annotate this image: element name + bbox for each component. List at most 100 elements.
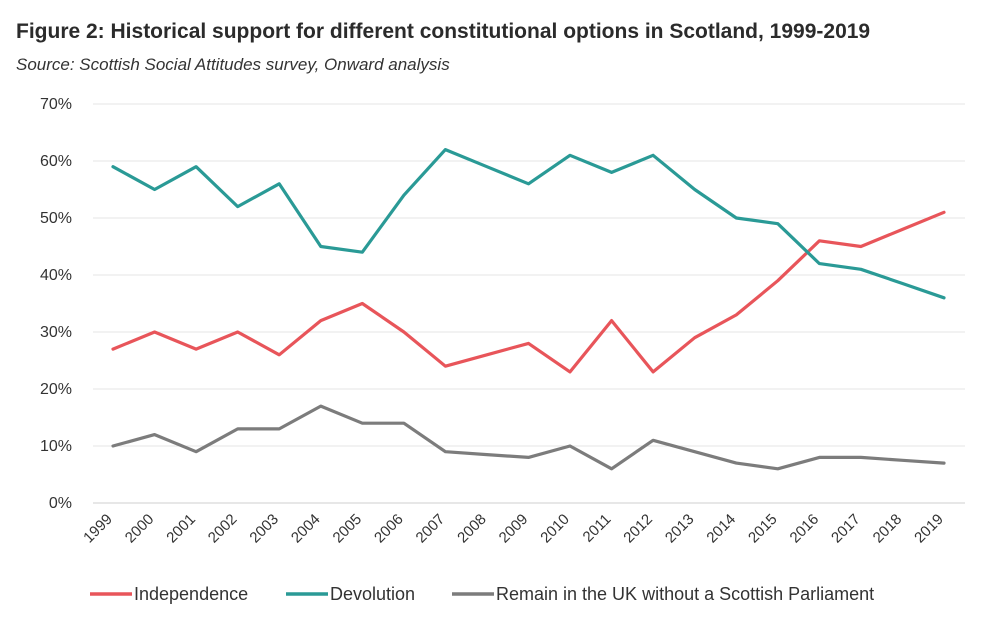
data-point bbox=[818, 239, 821, 242]
data-point bbox=[652, 370, 655, 373]
x-tick-label: 2000 bbox=[122, 511, 158, 547]
data-point bbox=[236, 427, 239, 430]
data-point bbox=[776, 279, 779, 282]
gridlines bbox=[93, 103, 965, 504]
y-tick-label: 40% bbox=[40, 267, 72, 284]
x-tick-label: 2018 bbox=[870, 511, 906, 547]
data-point bbox=[859, 456, 862, 459]
data-point bbox=[195, 348, 198, 351]
data-point bbox=[485, 453, 488, 456]
chart-title: Figure 2: Historical support for differe… bbox=[16, 20, 871, 43]
data-point bbox=[818, 456, 821, 459]
data-point bbox=[444, 450, 447, 453]
data-point bbox=[361, 251, 364, 254]
data-point bbox=[319, 319, 322, 322]
data-point bbox=[402, 194, 405, 197]
data-point bbox=[776, 467, 779, 470]
y-tick-label: 0% bbox=[49, 495, 72, 512]
series-line-1 bbox=[111, 210, 946, 374]
data-point bbox=[527, 342, 530, 345]
data-point bbox=[111, 165, 114, 168]
data-point bbox=[568, 444, 571, 447]
data-point bbox=[236, 205, 239, 208]
data-point bbox=[942, 296, 945, 299]
legend-label: Remain in the UK without a Scottish Parl… bbox=[496, 584, 874, 604]
legend-label: Devolution bbox=[330, 584, 415, 604]
x-tick-label: 2013 bbox=[662, 511, 698, 547]
data-point bbox=[278, 427, 281, 430]
series-lines bbox=[111, 148, 946, 471]
x-tick-label: 2011 bbox=[580, 511, 615, 546]
x-tick-label: 2009 bbox=[496, 511, 532, 547]
data-point bbox=[319, 405, 322, 408]
data-point bbox=[195, 450, 198, 453]
data-point bbox=[444, 365, 447, 368]
data-point bbox=[361, 302, 364, 305]
chart-source: Source: Scottish Social Attitudes survey… bbox=[16, 55, 450, 74]
y-tick-label: 20% bbox=[40, 381, 72, 398]
data-point bbox=[901, 459, 904, 462]
data-point bbox=[485, 353, 488, 356]
data-point bbox=[444, 148, 447, 151]
y-tick-label: 10% bbox=[40, 438, 72, 455]
data-point bbox=[153, 433, 156, 436]
y-tick-label: 30% bbox=[40, 324, 72, 341]
data-point bbox=[859, 268, 862, 271]
data-point bbox=[361, 422, 364, 425]
y-tick-label: 60% bbox=[40, 153, 72, 170]
x-axis-ticks: 1999 2000 2001 2002 2003 2004 2005 2006 2007 2008… bbox=[80, 511, 947, 547]
data-point bbox=[527, 182, 530, 185]
x-tick-label: 2002 bbox=[205, 511, 241, 547]
data-point bbox=[652, 439, 655, 442]
data-point bbox=[735, 216, 738, 219]
data-point bbox=[402, 422, 405, 425]
data-point bbox=[693, 188, 696, 191]
x-tick-label: 1999 bbox=[80, 511, 116, 547]
data-point bbox=[652, 154, 655, 157]
x-tick-label: 2014 bbox=[703, 511, 739, 547]
x-tick-label: 2008 bbox=[454, 511, 490, 547]
x-tick-label: 2019 bbox=[911, 511, 947, 547]
x-tick-label: 2007 bbox=[413, 511, 449, 547]
x-tick-label: 2004 bbox=[288, 511, 324, 547]
data-point bbox=[735, 462, 738, 465]
data-point bbox=[402, 330, 405, 333]
data-point bbox=[942, 211, 945, 214]
legend: Independence Devolution Remain in the UK w… bbox=[90, 584, 874, 604]
data-point bbox=[735, 313, 738, 316]
data-point bbox=[610, 319, 613, 322]
data-point bbox=[859, 245, 862, 248]
data-point bbox=[818, 262, 821, 265]
data-point bbox=[236, 330, 239, 333]
data-point bbox=[319, 245, 322, 248]
data-point bbox=[610, 171, 613, 174]
x-tick-label: 2001 bbox=[163, 511, 199, 547]
data-point bbox=[901, 228, 904, 231]
data-point bbox=[568, 370, 571, 373]
data-point bbox=[111, 348, 114, 351]
x-tick-label: 2006 bbox=[371, 511, 407, 547]
data-point bbox=[111, 444, 114, 447]
y-tick-label: 70% bbox=[40, 96, 72, 113]
x-tick-label: 2003 bbox=[246, 511, 282, 547]
data-point bbox=[568, 154, 571, 157]
x-tick-label: 2005 bbox=[330, 511, 366, 547]
data-point bbox=[153, 330, 156, 333]
data-point bbox=[278, 353, 281, 356]
data-point bbox=[610, 467, 613, 470]
data-point bbox=[693, 336, 696, 339]
series-line-2 bbox=[111, 148, 946, 300]
x-tick-label: 2012 bbox=[620, 511, 656, 547]
data-point bbox=[693, 450, 696, 453]
data-point bbox=[153, 188, 156, 191]
x-tick-label: 2015 bbox=[745, 511, 781, 547]
data-point bbox=[195, 165, 198, 168]
legend-label: Independence bbox=[134, 584, 248, 604]
data-point bbox=[942, 462, 945, 465]
series-line-3 bbox=[111, 404, 946, 471]
data-point bbox=[776, 222, 779, 225]
data-point bbox=[527, 456, 530, 459]
y-tick-label: 50% bbox=[40, 210, 72, 227]
x-tick-label: 2017 bbox=[828, 511, 864, 547]
